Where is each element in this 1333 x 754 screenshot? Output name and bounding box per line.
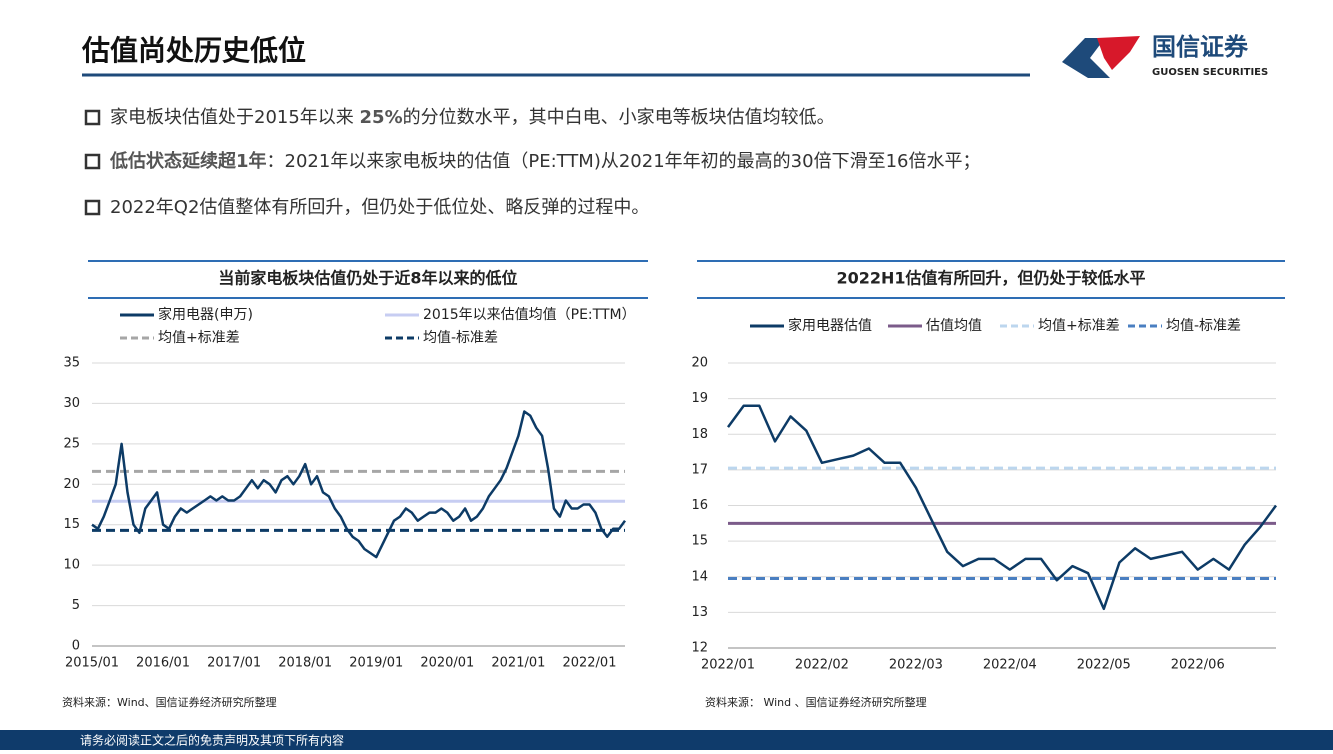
legend-label: 均值-标准差 bbox=[423, 330, 498, 346]
y-tick-label: 20 bbox=[63, 477, 80, 492]
data-line bbox=[726, 404, 1278, 611]
y-tick-label: 5 bbox=[72, 598, 80, 613]
legend-label: 均值+标准差 bbox=[158, 330, 240, 346]
bullet: 2022年Q2估值整体有所回升，但仍处于低位处、略反弹的过程中。 bbox=[110, 197, 649, 218]
x-tick-label: 2015/01 bbox=[65, 656, 119, 671]
footer-text: 请务必阅读正文之后的免责声明及其项下所有内容 bbox=[80, 733, 344, 748]
bullet-box bbox=[84, 199, 101, 216]
y-tick-label: 17 bbox=[691, 462, 708, 477]
footer-bar bbox=[0, 730, 1333, 750]
y-tick-label: 15 bbox=[691, 534, 708, 549]
x-tick-label: 2017/01 bbox=[207, 656, 261, 671]
y-tick-label: 20 bbox=[691, 356, 708, 371]
legend-label: 均值+标准差 bbox=[1038, 318, 1120, 334]
y-tick-label: 18 bbox=[691, 427, 708, 442]
bullet-text: 的分位数水平，其中白电、小家电等板块估值均较低。 bbox=[403, 107, 835, 128]
bullet-text: ：2021年以来家电板块的估值（PE:TTM)从2021年年初的最高的30倍下滑… bbox=[267, 151, 981, 172]
x-tick-label: 2022/02 bbox=[795, 658, 849, 673]
x-tick-label: 2019/01 bbox=[349, 656, 403, 671]
y-tick-label: 25 bbox=[63, 436, 80, 451]
y-tick-label: 30 bbox=[63, 396, 80, 411]
bullets: 家电板块估值处于2015年以来 25%的分位数水平，其中白电、小家电等板块估值均… bbox=[84, 107, 980, 218]
slide-title: 估值尚处历史低位 bbox=[81, 34, 306, 67]
bullet-text: 2022年Q2估值整体有所回升，但仍处于低位处、略反弹的过程中。 bbox=[110, 197, 649, 218]
y-tick-label: 16 bbox=[691, 498, 708, 513]
legend-label: 均值-标准差 bbox=[1166, 318, 1241, 334]
bullet-box bbox=[84, 109, 101, 126]
chart-title: 当前家电板块估值仍处于近8年以来的低位 bbox=[218, 269, 517, 288]
logo bbox=[1062, 36, 1140, 78]
x-tick-label: 2022/01 bbox=[562, 656, 616, 671]
legend-label: 2015年以来估值均值（PE:TTM） bbox=[423, 307, 636, 323]
x-tick-label: 2022/03 bbox=[889, 658, 943, 673]
y-tick-label: 15 bbox=[63, 517, 80, 532]
logo-en: GUOSEN SECURITIES bbox=[1152, 67, 1268, 78]
legend-label: 家用电器(申万) bbox=[158, 306, 253, 323]
bullet-emph: 低估状态延续超1年 bbox=[109, 150, 267, 172]
y-tick-label: 0 bbox=[72, 639, 80, 654]
y-tick-label: 35 bbox=[63, 356, 80, 371]
x-tick-label: 2018/01 bbox=[278, 656, 332, 671]
bullet-emph: 25% bbox=[360, 107, 403, 128]
bullet: 家电板块估值处于2015年以来 25%的分位数水平，其中白电、小家电等板块估值均… bbox=[110, 107, 835, 128]
x-tick-label: 2022/06 bbox=[1171, 658, 1225, 673]
y-tick-label: 13 bbox=[691, 605, 708, 620]
bullet-text: 家电板块估值处于2015年以来 bbox=[110, 107, 360, 128]
legend-label: 家用电器估值 bbox=[788, 317, 872, 334]
y-tick-label: 14 bbox=[691, 569, 708, 584]
data-line bbox=[91, 410, 627, 559]
legend-label: 估值均值 bbox=[926, 318, 982, 334]
source-note: 资料来源： Wind 、国信证券经济研究所整理 bbox=[705, 695, 927, 709]
source-note: 资料来源：Wind、国信证券经济研究所整理 bbox=[62, 695, 277, 709]
logo-blue bbox=[1062, 38, 1110, 78]
x-tick-label: 2022/01 bbox=[701, 658, 755, 673]
logo-red bbox=[1097, 36, 1140, 70]
bullet: 低估状态延续超1年：2021年以来家电板块的估值（PE:TTM)从2021年年初… bbox=[109, 150, 980, 172]
x-tick-label: 2020/01 bbox=[420, 656, 474, 671]
logo-cn: 国信证券 bbox=[1152, 33, 1249, 61]
x-tick-label: 2022/04 bbox=[983, 658, 1037, 673]
y-tick-label: 10 bbox=[63, 558, 80, 573]
x-tick-label: 2016/01 bbox=[136, 656, 190, 671]
chart-title: 2022H1估值有所回升，但仍处于较低水平 bbox=[836, 269, 1145, 288]
y-tick-label: 19 bbox=[691, 391, 708, 406]
bullet-box bbox=[84, 153, 101, 170]
y-tick-label: 12 bbox=[691, 641, 708, 656]
x-tick-label: 2021/01 bbox=[491, 656, 545, 671]
x-tick-label: 2022/05 bbox=[1077, 658, 1131, 673]
